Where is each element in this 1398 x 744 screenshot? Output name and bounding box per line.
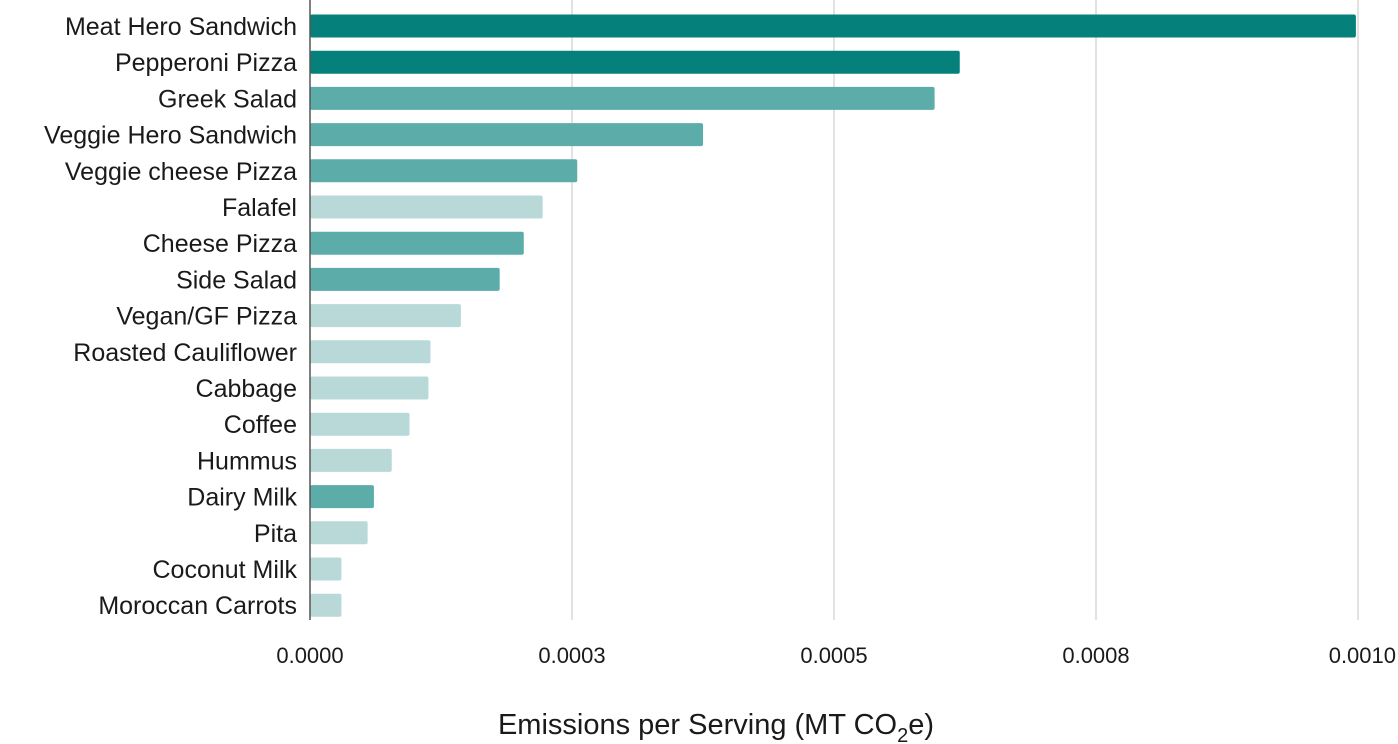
bar [310,14,1356,38]
category-label: Veggie cheese Pizza [65,158,297,186]
category-label: Pita [254,520,297,548]
bar [310,376,429,400]
category-label: Vegan/GF Pizza [116,303,297,331]
x-tick-label: 0.0010 [1329,643,1396,668]
bar [310,485,374,509]
x-tick-label: 0.0008 [1062,643,1129,668]
x-tick-labels: 0.0000 0.0003 0.0005 0.0008 0.0010 [276,643,1396,668]
category-label: Coconut Milk [153,556,298,584]
bar [310,521,368,545]
category-label: Roasted Cauliflower [73,339,297,367]
category-label: Dairy Milk [187,484,297,512]
category-label: Falafel [222,194,297,222]
bar [310,159,578,183]
x-tick-label: 0.0003 [538,643,605,668]
category-labels: Meat Hero Sandwich Pepperoni Pizza Greek S… [44,13,297,620]
bar [310,123,703,147]
bars [310,14,1356,617]
x-axis-title-subscript: 2 [897,725,908,744]
x-tick-label: 0.0000 [276,643,343,668]
bar [310,304,461,328]
x-axis-title: Emissions per Serving (MT CO2e) [498,709,934,744]
category-label: Cabbage [196,375,297,403]
category-label: Pepperoni Pizza [115,49,297,77]
bar [310,195,543,219]
bar [310,340,431,364]
category-label: Moroccan Carrots [98,592,297,620]
bar [310,448,392,472]
bar [310,412,410,436]
bar [310,267,500,291]
bar [310,50,960,74]
category-label: Side Salad [176,266,297,294]
bar [310,86,935,110]
bar [310,593,342,617]
category-label: Hummus [197,447,297,475]
bar [310,231,524,255]
category-label: Meat Hero Sandwich [65,13,297,41]
category-label: Coffee [224,411,297,439]
category-label: Greek Salad [158,85,297,113]
category-label: Cheese Pizza [143,230,297,258]
category-label: Veggie Hero Sandwich [44,122,297,150]
bar [310,557,342,581]
x-tick-label: 0.0005 [800,643,867,668]
x-axis-title-main: Emissions per Serving (MT CO [498,709,897,741]
x-axis-title-suffix: e) [908,709,934,741]
